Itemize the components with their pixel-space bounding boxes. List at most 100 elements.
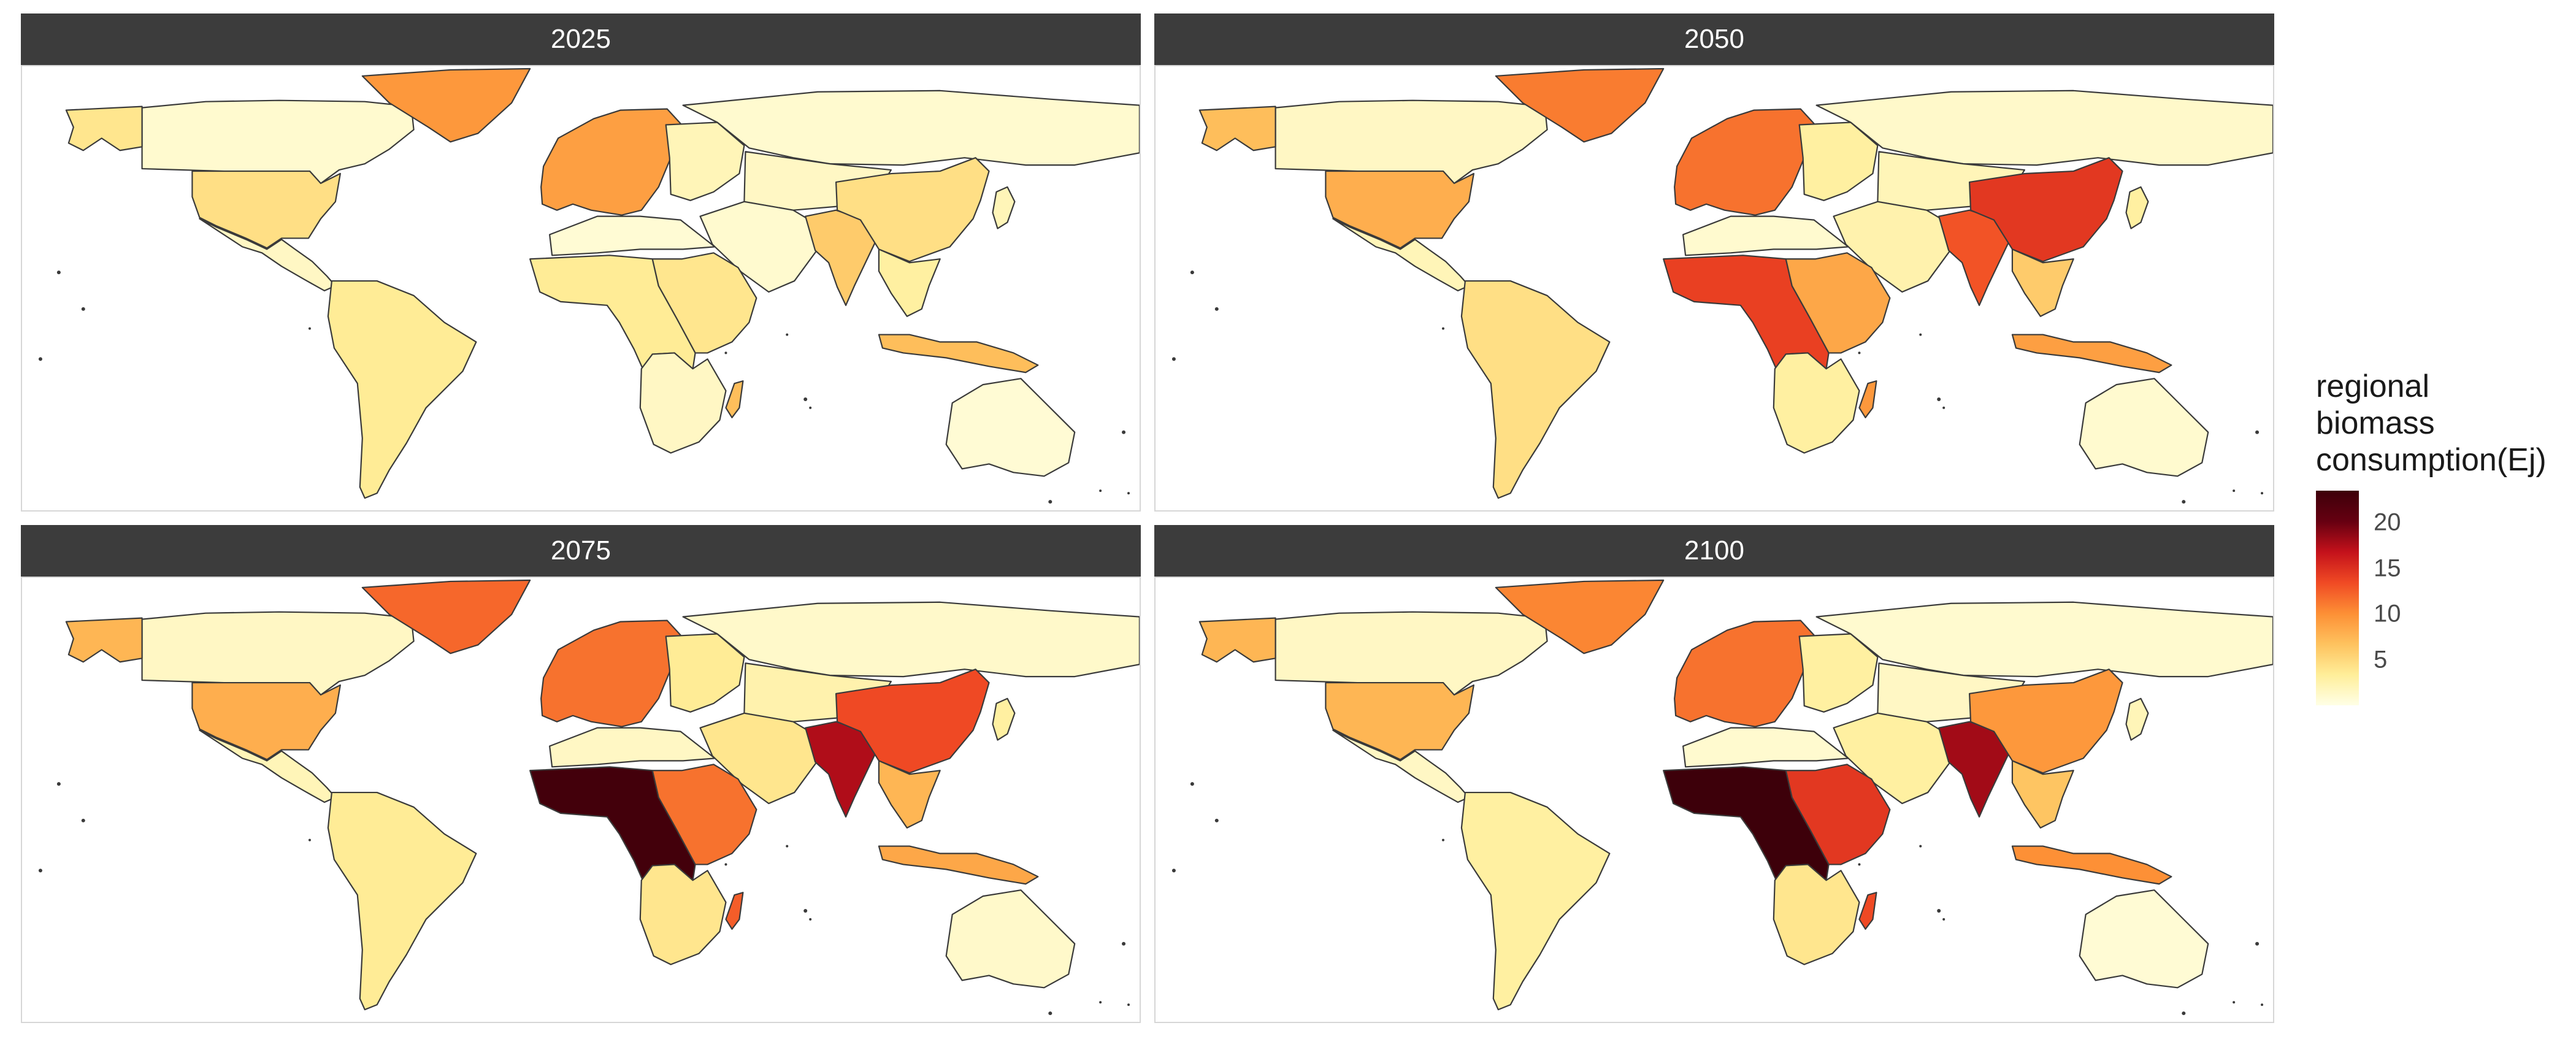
region-madagascar <box>1858 892 1877 930</box>
region-indonesia-oceania <box>878 845 1039 885</box>
region-australia <box>945 889 1076 989</box>
islet-mark <box>1214 307 1219 311</box>
islet-mark <box>724 351 727 355</box>
legend-tick-mark <box>2359 659 2366 661</box>
islet-mark <box>1127 1003 1130 1006</box>
region-china <box>1968 669 2123 774</box>
facet-strip: 2100 <box>1154 525 2274 577</box>
legend-tick-label: 10 <box>2374 600 2401 627</box>
islet-mark <box>38 357 42 361</box>
region-western-europe <box>540 108 681 216</box>
islet-mark <box>56 270 61 275</box>
region-indonesia-oceania <box>2011 845 2172 885</box>
legend-title: regional biomass consumption(Ej) <box>2316 368 2576 478</box>
islet-mark <box>1127 492 1130 495</box>
world-map <box>1171 579 2273 1016</box>
region-southern-africa <box>639 864 727 965</box>
region-usa <box>191 170 341 249</box>
region-southeast-asia <box>878 248 941 317</box>
region-alaska <box>1198 617 1276 663</box>
map-area <box>1154 577 2274 1023</box>
islet-mark <box>1942 406 1945 409</box>
islet-mark <box>786 845 789 848</box>
islet-mark <box>2182 500 2186 504</box>
islet-mark <box>2261 1003 2264 1006</box>
region-mexico-central-america <box>199 218 336 292</box>
region-australia <box>2079 378 2209 477</box>
islet-mark <box>1441 838 1444 842</box>
legend-title-line: regional <box>2316 369 2430 404</box>
region-madagascar <box>725 380 744 418</box>
islet-mark <box>81 307 85 311</box>
region-alaska <box>1198 105 1276 151</box>
islet-mark <box>2255 430 2260 434</box>
islet-mark <box>1122 430 1126 434</box>
islet-mark <box>81 818 85 822</box>
region-east-africa <box>1785 764 1891 865</box>
region-usa <box>1325 170 1474 249</box>
region-russia <box>1815 90 2273 166</box>
region-greenland <box>1495 67 1665 143</box>
islet-mark <box>1919 845 1922 848</box>
region-japan <box>2125 186 2149 229</box>
region-middle-east <box>699 201 819 293</box>
legend-tick-mark <box>2359 567 2366 569</box>
islet-mark <box>803 909 808 913</box>
legend-colorbar <box>2316 491 2359 705</box>
islet-mark <box>308 838 311 842</box>
islet-mark <box>1048 1011 1052 1016</box>
islet-mark <box>2233 1001 2236 1004</box>
legend-tick-mark <box>2359 522 2366 524</box>
islet-mark <box>2182 1011 2186 1016</box>
world-map <box>38 579 1140 1016</box>
region-china <box>835 669 990 774</box>
region-east-africa <box>651 252 757 354</box>
world-map <box>1171 67 2273 504</box>
region-southeast-asia <box>2011 760 2074 829</box>
region-mexico-central-america <box>199 729 336 803</box>
facet-panel-2050: 2050 <box>1154 13 2274 512</box>
region-china <box>835 157 990 263</box>
islet-mark <box>1099 489 1102 493</box>
islet-mark <box>1122 941 1126 946</box>
legend-tick-label: 15 <box>2374 554 2401 582</box>
region-south-america <box>327 280 477 499</box>
region-australia <box>945 378 1076 477</box>
islet-mark <box>786 333 789 336</box>
islet-mark <box>2255 941 2260 946</box>
islet-mark <box>1441 327 1444 330</box>
facet-title: 2050 <box>1684 24 1744 54</box>
region-indonesia-oceania <box>878 334 1039 374</box>
facet-title: 2025 <box>551 24 611 54</box>
region-australia <box>2079 889 2209 989</box>
region-middle-east <box>1833 712 1952 805</box>
region-russia <box>682 601 1140 678</box>
facet-panel-2025: 2025 <box>21 13 1141 512</box>
islet-mark <box>1171 357 1176 361</box>
region-western-europe <box>1674 619 1815 727</box>
world-map <box>38 67 1140 504</box>
facet-strip: 2050 <box>1154 13 2274 65</box>
region-western-europe <box>540 619 681 727</box>
islet-mark <box>1937 397 1941 401</box>
region-japan <box>992 697 1016 741</box>
islet-mark <box>809 406 812 409</box>
region-north-africa <box>549 215 716 256</box>
region-middle-east <box>1833 201 1952 293</box>
islet-mark <box>2233 489 2236 493</box>
region-china <box>1968 157 2123 263</box>
region-southeast-asia <box>878 760 941 829</box>
region-south-america <box>1460 280 1611 499</box>
facet-title: 2075 <box>551 535 611 566</box>
map-area <box>21 577 1141 1023</box>
region-mexico-central-america <box>1332 729 1470 803</box>
region-alaska <box>65 617 143 663</box>
islet-mark <box>809 918 812 921</box>
region-greenland <box>361 579 531 654</box>
islet-mark <box>1858 863 1861 866</box>
islet-mark <box>1858 351 1861 355</box>
region-north-africa <box>1682 215 1849 256</box>
legend-title-line: consumption(Ej) <box>2316 442 2547 478</box>
region-mexico-central-america <box>1332 218 1470 292</box>
color-legend: regional biomass consumption(Ej) 5 10 15 20 <box>2316 368 2576 711</box>
